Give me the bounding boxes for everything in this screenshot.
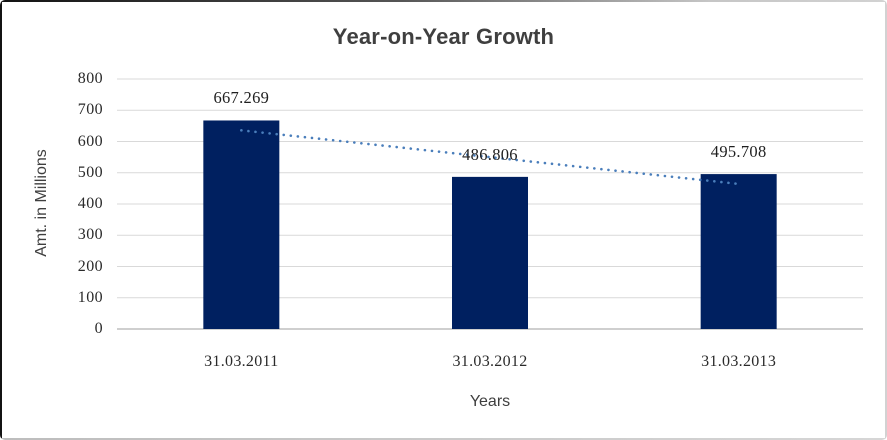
x-axis-title: Years	[469, 393, 511, 410]
bar	[700, 174, 777, 329]
data-label: 667.269	[213, 88, 270, 108]
frame-border-right	[885, 0, 887, 440]
y-tick-label: 100	[77, 288, 103, 306]
y-tick-label: 500	[77, 163, 103, 181]
frame-border-top	[0, 0, 887, 2]
y-tick-label: 700	[77, 101, 103, 119]
y-tick-label: 400	[77, 195, 103, 212]
x-tick-label: 31.03.2013	[701, 353, 777, 370]
y-tick-label: 300	[77, 226, 103, 244]
plot-area	[117, 78, 863, 330]
x-tick-label: 31.03.2011	[204, 353, 279, 370]
frame-border-bottom	[0, 438, 887, 440]
bar	[203, 120, 280, 329]
y-tick-label: 800	[77, 70, 103, 87]
y-tick-label: 200	[77, 257, 103, 275]
bar	[452, 176, 528, 329]
x-tick-label: 31.03.2012	[452, 353, 528, 370]
frame-border-left	[0, 0, 2, 440]
y-tick-label: 0	[94, 320, 103, 337]
data-label: 495.708	[710, 142, 767, 162]
chart-title: Year-on-Year Growth	[332, 24, 555, 49]
data-label: 486.806	[462, 144, 518, 164]
y-tick-label: 600	[77, 132, 103, 150]
